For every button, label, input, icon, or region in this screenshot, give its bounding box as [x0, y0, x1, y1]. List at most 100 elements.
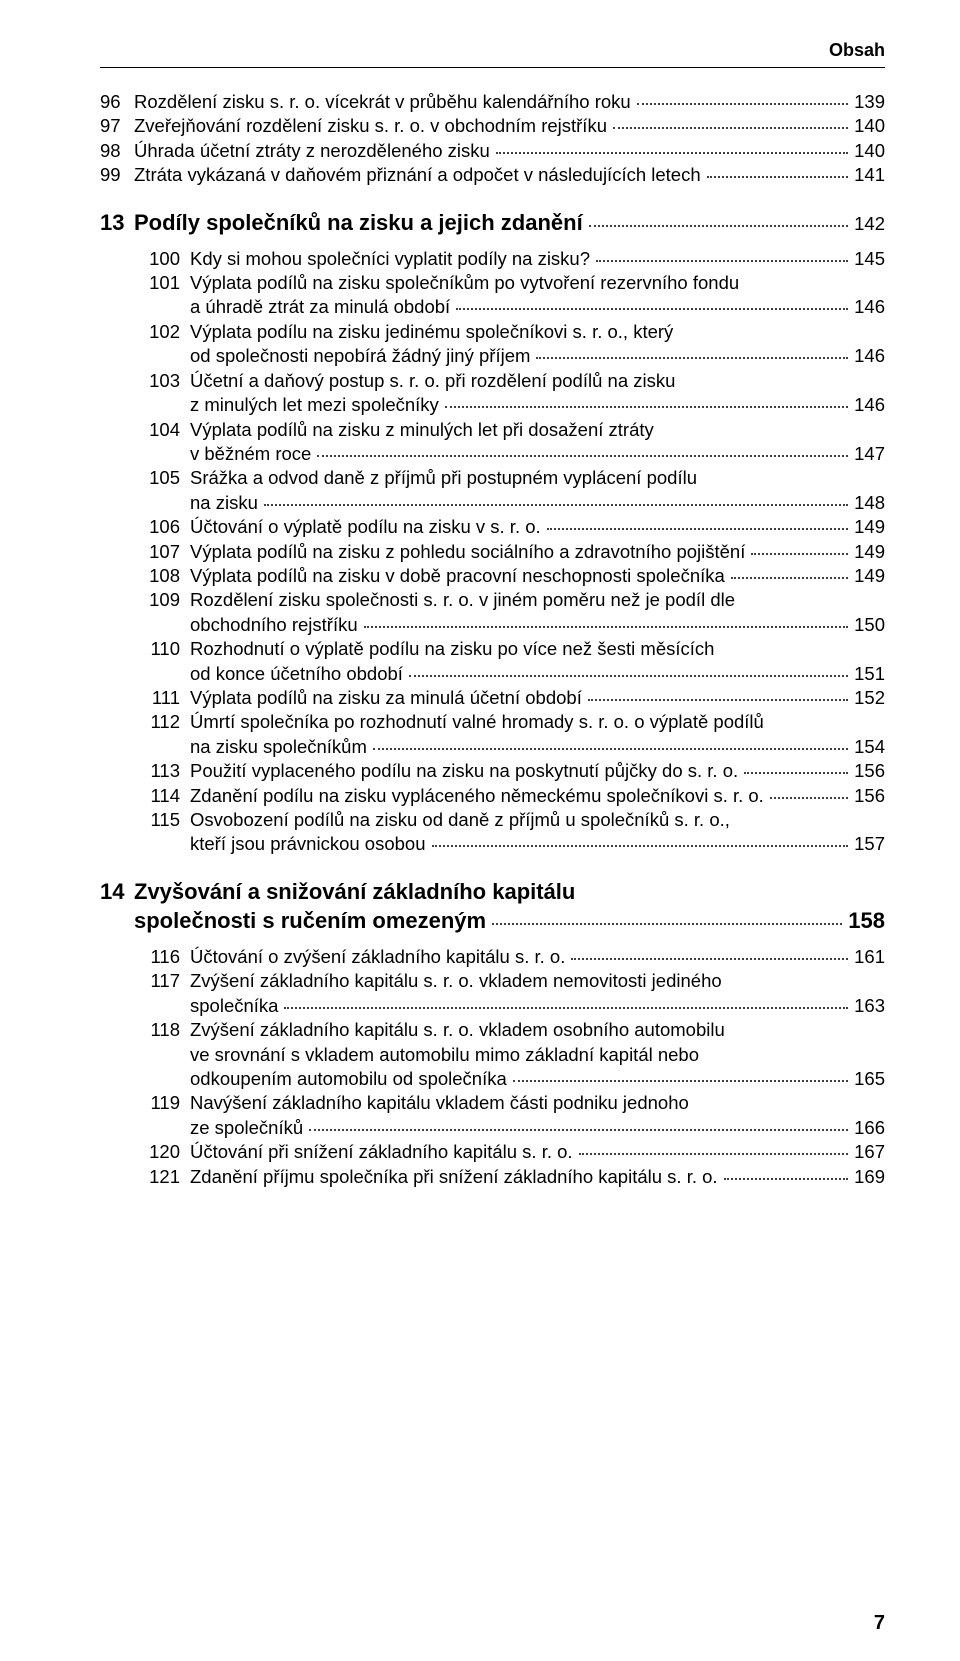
toc-entry: 106Účtování o výplatě podílu na zisku v …	[100, 515, 885, 539]
toc-entry-page: 148	[854, 491, 885, 515]
toc-entry: 118Zvýšení základního kapitálu s. r. o. …	[100, 1018, 885, 1042]
toc-entry-number: 115	[134, 808, 190, 832]
toc-entry-label: Účtování o výplatě podílu na zisku v s. …	[190, 515, 541, 539]
toc-entry-number: 97	[100, 114, 134, 138]
toc-entry-number: 112	[134, 710, 190, 734]
toc-entry-label: Výplata podílů na zisku z minulých let p…	[190, 418, 654, 442]
toc-leader	[409, 675, 848, 677]
toc-entry-page: 154	[854, 735, 885, 759]
toc-entry-number: 14	[100, 877, 134, 906]
toc-entry-label: Výplata podílů na zisku v době pracovní …	[190, 564, 725, 588]
toc-entry-number: 116	[134, 945, 190, 969]
toc-entry-label: Úhrada účetní ztráty z nerozděleného zis…	[134, 139, 490, 163]
toc-entry-page: 150	[854, 613, 885, 637]
toc-entry: 114Zdanění podílu na zisku vypláceného n…	[100, 784, 885, 808]
toc-entry-page: 146	[854, 344, 885, 368]
toc-entry-page: 151	[854, 662, 885, 686]
toc-entry: 105Srážka a odvod daně z příjmů při post…	[100, 466, 885, 490]
toc-entry-page: 149	[854, 540, 885, 564]
toc-leader	[588, 699, 848, 701]
toc-entry-page: 142	[854, 212, 885, 236]
toc-entry-page: 140	[854, 139, 885, 163]
toc-entry-number: 118	[134, 1018, 190, 1042]
toc-leader	[589, 225, 848, 227]
toc-chapter: 14Zvyšování a snižování základního kapit…	[100, 877, 885, 906]
toc-entry-number: 99	[100, 163, 134, 187]
toc-entry-page: 158	[848, 906, 885, 935]
head-rule	[100, 67, 885, 68]
toc-entry-number: 110	[134, 637, 190, 661]
toc-leader	[309, 1129, 848, 1131]
toc-entry-label: Výplata podílů na zisku z pohledu sociál…	[190, 540, 745, 564]
toc-leader	[770, 797, 848, 799]
toc-leader	[364, 626, 848, 628]
toc-entry-number: 107	[134, 540, 190, 564]
toc-leader	[613, 127, 848, 129]
toc-entry-page: 156	[854, 759, 885, 783]
toc-entry-number: 119	[134, 1091, 190, 1115]
toc-entry-number: 100	[134, 247, 190, 271]
page: Obsah 96Rozdělení zisku s. r. o. vícekrá…	[0, 0, 960, 1661]
toc-entry-number: 102	[134, 320, 190, 344]
toc-entry-label: Srážka a odvod daně z příjmů při postupn…	[190, 466, 697, 490]
toc-entry-continuation: od společnosti nepobírá žádný jiný příje…	[190, 344, 885, 368]
toc-entry: 119Navýšení základního kapitálu vkladem …	[100, 1091, 885, 1115]
toc-entry-label: Zvyšování a snižování základního kapitál…	[134, 877, 575, 906]
table-of-contents: 96Rozdělení zisku s. r. o. vícekrát v pr…	[100, 90, 885, 1189]
toc-entry-continuation: obchodního rejstříku150	[190, 613, 885, 637]
toc-entry-number: 120	[134, 1140, 190, 1164]
toc-entry: 110Rozhodnutí o výplatě podílu na zisku …	[100, 637, 885, 661]
toc-entry-label: Účtování o zvýšení základního kapitálu s…	[190, 945, 565, 969]
toc-entry-label: Podíly společníků na zisku a jejich zdan…	[134, 208, 583, 237]
toc-entry-label: Rozdělení zisku s. r. o. vícekrát v průb…	[134, 90, 631, 114]
toc-entry-number: 105	[134, 466, 190, 490]
toc-entry-continuation: v běžném roce147	[190, 442, 885, 466]
toc-entry: 100Kdy si mohou společníci vyplatit podí…	[100, 247, 885, 271]
toc-entry-continuation: a úhradě ztrát za minulá období146	[190, 295, 885, 319]
toc-leader	[571, 958, 848, 960]
toc-entry-number: 96	[100, 90, 134, 114]
toc-entry: 97Zveřejňování rozdělení zisku s. r. o. …	[100, 114, 885, 138]
toc-entry: 120Účtování při snížení základního kapit…	[100, 1140, 885, 1164]
toc-entry-continuation: kteří jsou právnickou osobou157	[190, 832, 885, 856]
toc-entry-label: Účtování při snížení základního kapitálu…	[190, 1140, 573, 1164]
toc-entry-label: Výplata podílu na zisku jedinému společn…	[190, 320, 673, 344]
running-head: Obsah	[100, 40, 885, 61]
toc-leader	[536, 357, 848, 359]
toc-entry-number: 13	[100, 208, 134, 237]
toc-entry-number: 106	[134, 515, 190, 539]
toc-entry: 102Výplata podílu na zisku jedinému spol…	[100, 320, 885, 344]
toc-entry-label: Účetní a daňový postup s. r. o. při rozd…	[190, 369, 675, 393]
toc-entry-label: Rozdělení zisku společnosti s. r. o. v j…	[190, 588, 735, 612]
toc-entry: 108Výplata podílů na zisku v době pracov…	[100, 564, 885, 588]
toc-leader	[744, 772, 848, 774]
toc-entry: 115Osvobození podílů na zisku od daně z …	[100, 808, 885, 832]
toc-entry-label: Výplata podílů na zisku společníkům po v…	[190, 271, 739, 295]
toc-entry-page: 149	[854, 515, 885, 539]
toc-chapter: 13Podíly společníků na zisku a jejich zd…	[100, 208, 885, 237]
toc-entry-page: 166	[854, 1116, 885, 1140]
toc-leader	[731, 577, 848, 579]
toc-entry-label: Výplata podílů na zisku za minulá účetní…	[190, 686, 582, 710]
toc-entry-continuation: ve srovnání s vkladem automobilu mimo zá…	[190, 1043, 885, 1067]
toc-entry-number: 113	[134, 759, 190, 783]
toc-entry: 96Rozdělení zisku s. r. o. vícekrát v pr…	[100, 90, 885, 114]
toc-entry: 109Rozdělení zisku společnosti s. r. o. …	[100, 588, 885, 612]
toc-entry-page: 147	[854, 442, 885, 466]
toc-entry-page: 140	[854, 114, 885, 138]
toc-entry-continuation: z minulých let mezi společníky146	[190, 393, 885, 417]
toc-entry-number: 101	[134, 271, 190, 295]
toc-leader	[456, 308, 848, 310]
toc-leader	[445, 406, 848, 408]
toc-entry-page: 145	[854, 247, 885, 271]
toc-entry-number: 109	[134, 588, 190, 612]
toc-entry-continuation: společníka163	[190, 994, 885, 1018]
toc-entry-number: 117	[134, 969, 190, 993]
toc-entry-page: 169	[854, 1165, 885, 1189]
toc-entry: 112Úmrtí společníka po rozhodnutí valné …	[100, 710, 885, 734]
toc-entry-page: 141	[854, 163, 885, 187]
toc-entry-number: 114	[134, 784, 190, 808]
toc-entry-page: 161	[854, 945, 885, 969]
toc-entry-continuation: společnosti s ručením omezeným158	[134, 906, 885, 935]
toc-leader	[637, 103, 848, 105]
